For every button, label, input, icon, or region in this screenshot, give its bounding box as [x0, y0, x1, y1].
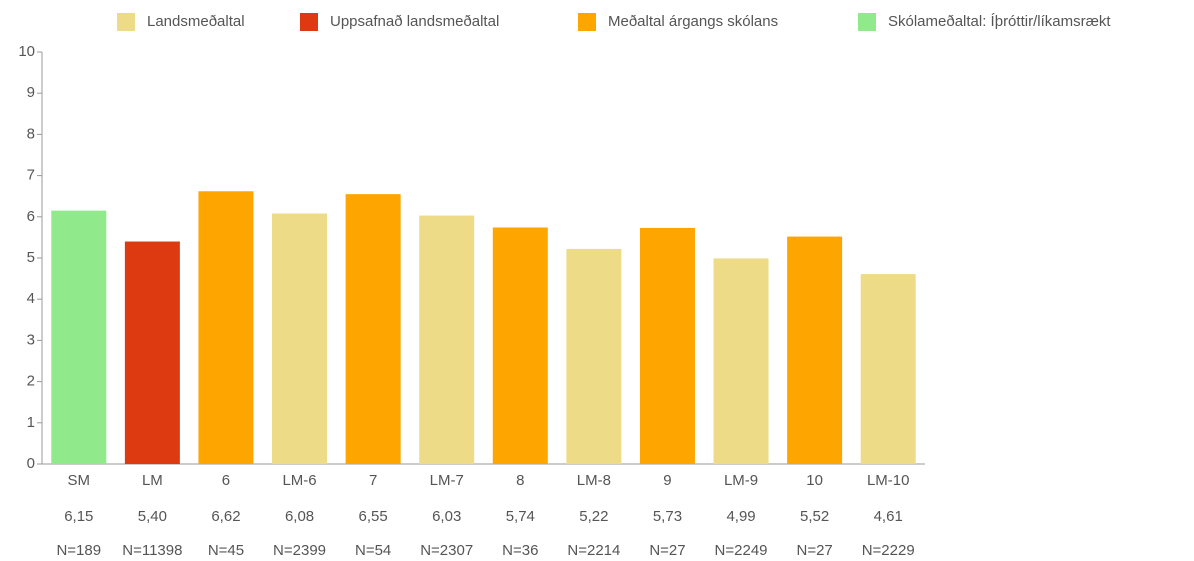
x-tick-label: 7 — [369, 472, 377, 489]
y-tick-label: 0 — [27, 455, 35, 472]
value-label: 6,55 — [359, 508, 388, 525]
y-tick-label: 10 — [18, 43, 35, 60]
legend-label: Skólameðaltal: Íþróttir/líkamsrækt — [888, 13, 1111, 30]
y-tick-label: 8 — [27, 125, 35, 142]
y-tick-label: 3 — [27, 331, 35, 348]
y-tick-label: 7 — [27, 167, 35, 184]
y-tick-label: 4 — [27, 290, 35, 307]
legend-swatch — [858, 13, 876, 31]
x-tick-label: SM — [68, 472, 91, 489]
sample-size-label: N=189 — [56, 542, 101, 559]
value-label: 5,40 — [138, 508, 167, 525]
sample-size-label: N=2229 — [862, 542, 915, 559]
sample-size-label: N=27 — [649, 542, 685, 559]
sample-size-label: N=27 — [796, 542, 832, 559]
y-tick-label: 6 — [27, 208, 35, 225]
bar — [124, 241, 180, 464]
sample-size-label: N=36 — [502, 542, 538, 559]
value-label: 5,74 — [506, 508, 535, 525]
legend-swatch — [117, 13, 135, 31]
sample-size-label: N=2399 — [273, 542, 326, 559]
value-label: 6,15 — [64, 508, 93, 525]
sample-size-label: N=2307 — [420, 542, 473, 559]
sample-size-label: N=45 — [208, 542, 244, 559]
legend-label: Landsmeðaltal — [147, 13, 245, 30]
y-tick-label: 9 — [27, 84, 35, 101]
y-tick-label: 1 — [27, 414, 35, 431]
bar — [345, 194, 401, 464]
x-tick-label: 8 — [516, 472, 524, 489]
sample-size-label: N=11398 — [122, 542, 182, 559]
value-label: 6,08 — [285, 508, 314, 525]
value-label: 6,62 — [211, 508, 240, 525]
bar — [787, 236, 843, 464]
value-label: 4,99 — [726, 508, 755, 525]
x-tick-label: LM-10 — [867, 472, 910, 489]
sample-size-label: N=2214 — [567, 542, 620, 559]
y-tick-label: 5 — [27, 249, 35, 266]
x-tick-label: LM-6 — [282, 472, 316, 489]
x-tick-label: LM-7 — [430, 472, 464, 489]
value-label: 5,52 — [800, 508, 829, 525]
value-label: 6,03 — [432, 508, 461, 525]
x-tick-label: 9 — [663, 472, 671, 489]
bar — [713, 258, 769, 464]
sample-size-label: N=54 — [355, 542, 391, 559]
y-tick-label: 2 — [27, 373, 35, 390]
bar — [639, 227, 695, 464]
legend-label: Meðaltal árgangs skólans — [608, 13, 778, 30]
bar — [51, 210, 107, 464]
bar — [566, 248, 622, 464]
x-tick-label: 6 — [222, 472, 230, 489]
legend-swatch — [300, 13, 318, 31]
legend-swatch — [578, 13, 596, 31]
value-label: 5,22 — [579, 508, 608, 525]
bar — [860, 274, 916, 464]
value-label: 5,73 — [653, 508, 682, 525]
legend-label: Uppsafnað landsmeðaltal — [330, 13, 499, 30]
x-tick-label: LM-8 — [577, 472, 611, 489]
bar — [198, 191, 254, 465]
value-label: 4,61 — [874, 508, 903, 525]
sample-size-label: N=2249 — [715, 542, 768, 559]
x-tick-label: LM-9 — [724, 472, 758, 489]
bar — [492, 227, 548, 464]
bar — [272, 213, 328, 464]
bar — [419, 215, 475, 464]
x-tick-label: LM — [142, 472, 163, 489]
x-tick-label: 10 — [806, 472, 823, 489]
